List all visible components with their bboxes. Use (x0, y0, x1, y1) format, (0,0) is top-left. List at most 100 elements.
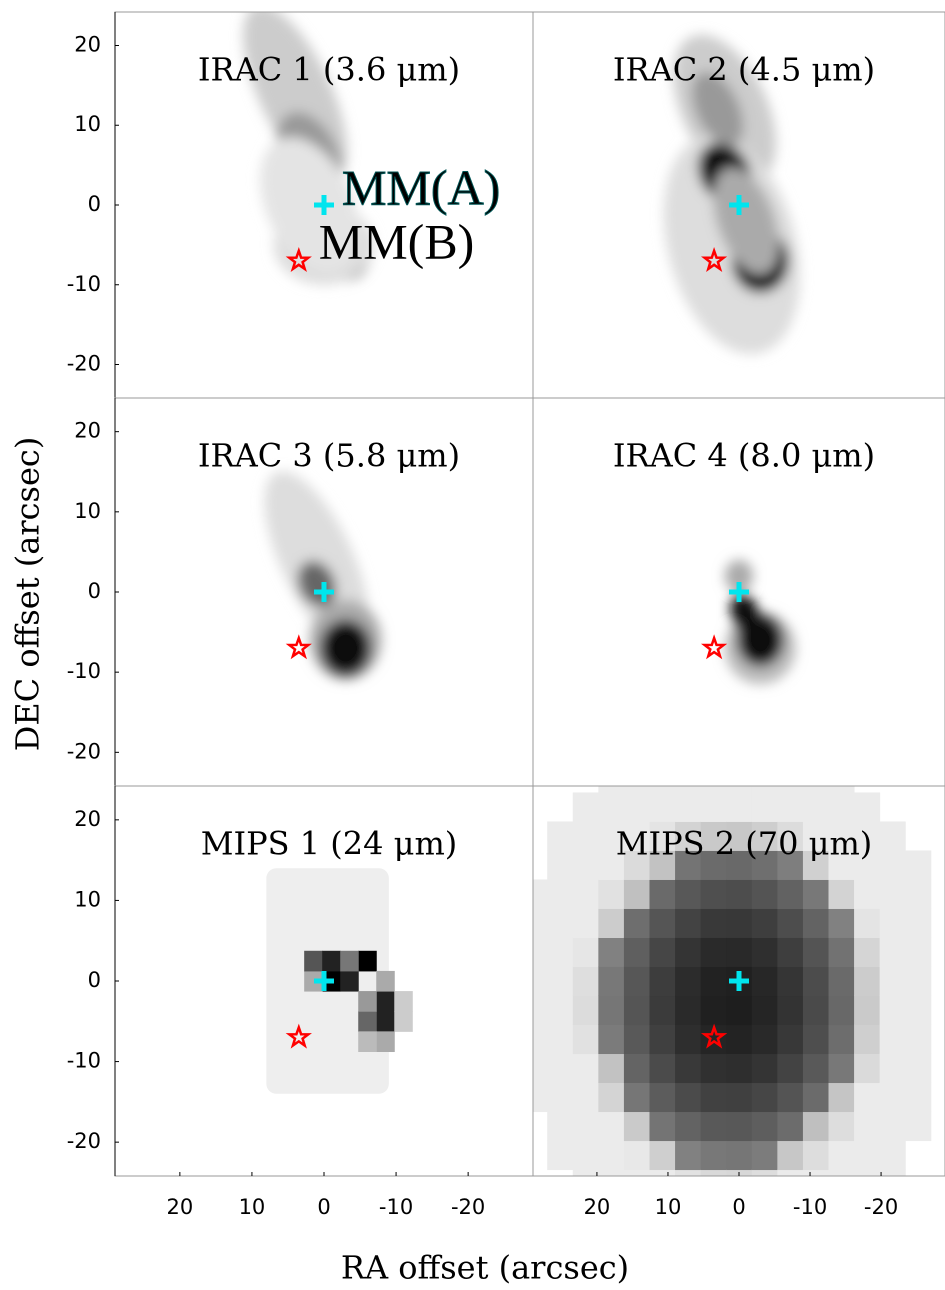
pixel (533, 966, 548, 997)
x-tick-label: -10 (379, 1195, 413, 1219)
pixel (879, 1053, 906, 1084)
pixel (828, 908, 855, 938)
pixel (854, 1082, 881, 1113)
panel-title: MIPS 2 (70 μm) (616, 825, 873, 863)
pixel (726, 786, 753, 793)
pixel (828, 966, 855, 997)
pixel (649, 821, 676, 851)
y-tick-label: 10 (74, 112, 101, 136)
pixel (802, 1111, 830, 1142)
pixel (649, 966, 676, 997)
image (264, 471, 382, 681)
pixel (701, 734, 727, 764)
pixel (828, 1082, 855, 1113)
marker-cross (314, 582, 334, 602)
pixel (598, 821, 625, 851)
pixel (879, 1024, 906, 1055)
pixel (547, 1053, 574, 1084)
pixel (879, 1140, 906, 1171)
pixel (700, 995, 727, 1026)
pixel (572, 1140, 599, 1171)
pixel (623, 908, 650, 938)
y-tick-label: 20 (74, 419, 101, 443)
pixel (777, 908, 804, 938)
emission (713, 167, 779, 275)
pixel (598, 1169, 625, 1176)
pixel (751, 966, 778, 997)
pixel (598, 1140, 625, 1171)
pixel (572, 850, 599, 880)
pixel (905, 1111, 932, 1142)
pixel (358, 1011, 377, 1032)
pixel (547, 1140, 574, 1171)
pixel (598, 792, 625, 822)
pixel (572, 966, 599, 997)
y-tick-label: 20 (74, 32, 101, 56)
pixel (854, 850, 881, 880)
pixel (623, 937, 650, 967)
pixel (547, 1024, 574, 1055)
pixel (700, 1140, 727, 1171)
pixel (675, 792, 702, 822)
pixel (598, 786, 625, 793)
pixel (751, 1140, 778, 1171)
pixel (751, 850, 778, 880)
y-tick-label: 20 (74, 807, 101, 831)
pixel (879, 1169, 906, 1176)
pixel (394, 1011, 413, 1032)
pixel (700, 1111, 727, 1142)
pixel (828, 1024, 855, 1055)
pixel (905, 1024, 932, 1055)
pixel (572, 908, 599, 938)
marker-star (285, 246, 312, 272)
pixel (905, 966, 932, 997)
pixel (828, 792, 855, 822)
pixel (533, 879, 548, 909)
pixel (879, 821, 906, 851)
pixel (598, 879, 625, 909)
pixel (726, 1024, 753, 1055)
pixel (700, 908, 727, 938)
pixel (598, 908, 625, 938)
pixel (828, 1169, 855, 1176)
pixel (598, 966, 625, 997)
pixel (675, 879, 702, 909)
pixel (751, 1053, 778, 1084)
pixel (777, 786, 804, 793)
pixel (905, 908, 932, 938)
pixel (854, 1169, 881, 1176)
x-tick-label: 0 (732, 1195, 745, 1219)
y-tick-label: 0 (88, 192, 101, 216)
source-label: MM(B) (319, 213, 475, 269)
image (243, 12, 375, 285)
pixel (649, 1024, 676, 1055)
pixel (598, 1082, 625, 1113)
pixel (700, 966, 727, 997)
marker-star (285, 1023, 312, 1049)
pixel (828, 995, 855, 1026)
pixel (649, 850, 676, 880)
pixel (547, 937, 574, 967)
pixel (777, 879, 804, 909)
pixel (879, 879, 906, 909)
pixel (828, 879, 855, 909)
y-tick-label: 0 (88, 968, 101, 992)
pixel (777, 1024, 804, 1055)
panel-title: IRAC 1 (3.6 μm) (198, 51, 460, 89)
marker-cross (314, 971, 334, 991)
pixel (726, 879, 753, 909)
pixel (879, 1082, 906, 1113)
pixel (623, 1053, 650, 1084)
pixel (752, 734, 778, 764)
pixel (675, 786, 702, 793)
pixel (879, 966, 906, 997)
y-tick-label: -20 (67, 739, 101, 763)
pixel (649, 734, 675, 764)
pixel (854, 1024, 881, 1055)
pixel (376, 1031, 395, 1053)
pixel (649, 786, 676, 793)
pixel (726, 937, 753, 967)
pixel (700, 792, 727, 822)
pixel (854, 1053, 881, 1084)
